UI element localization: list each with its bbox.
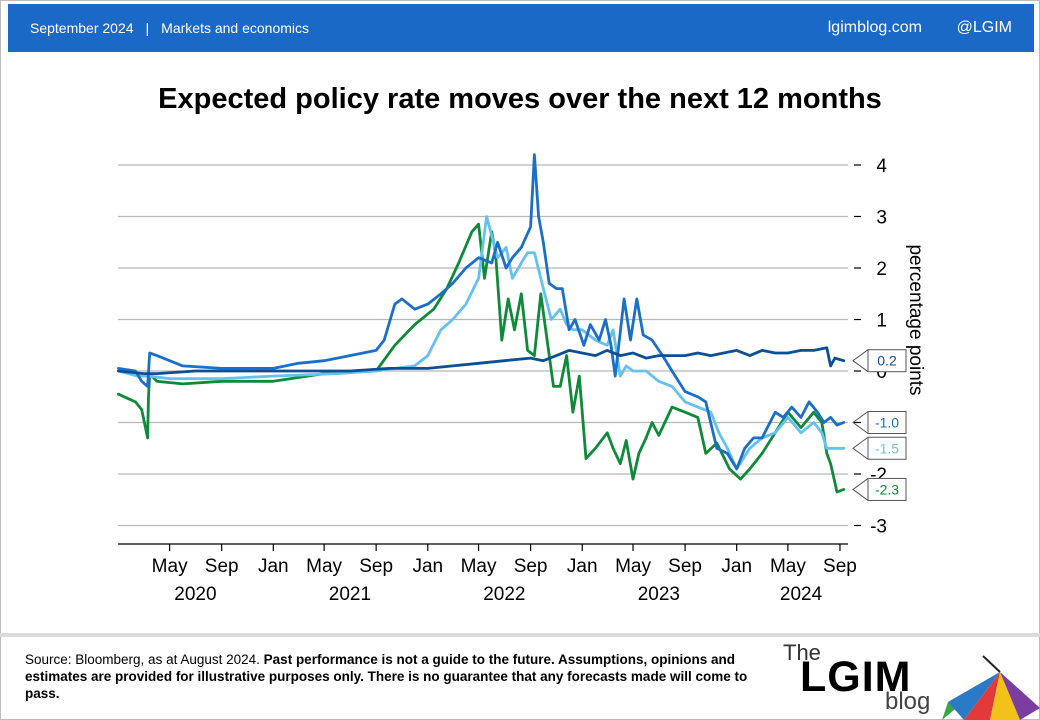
y-axis-title: percentage points: [905, 244, 926, 395]
chart: 43210-1-2-3MaySepJanMaySepJanMaySepJanMa…: [117, 153, 926, 605]
y-tick-label: 2: [876, 259, 887, 280]
banner-date: September 2024: [30, 20, 134, 36]
series-callout-box: [867, 436, 907, 460]
series-callout-box: [867, 411, 907, 434]
series-callout-pointer: [852, 436, 869, 460]
series-line: [117, 153, 846, 471]
logo-lgim: LGIM: [800, 653, 912, 701]
footer-source: Source: Bloomberg, as at August 2024.: [25, 652, 260, 667]
series-callout-pointer: [852, 411, 869, 434]
x-tick-label: Sep: [514, 556, 548, 577]
series-callout-box: [867, 477, 907, 501]
x-tick-label: May: [770, 556, 806, 577]
x-tick-label: May: [615, 556, 651, 577]
footer-disclaimer: Past performance is not a guide to the f…: [25, 652, 748, 701]
series-line: [117, 346, 846, 376]
banner-handle-link[interactable]: @LGIM: [956, 19, 1012, 36]
series-callout-box: [867, 349, 907, 373]
x-tick-label: May: [306, 556, 342, 577]
x-year-label: 2024: [780, 584, 823, 605]
x-year-label: 2022: [483, 584, 525, 605]
x-tick-label: Jan: [721, 556, 752, 577]
y-tick-label: 0: [876, 362, 887, 383]
y-tick-label: -3: [870, 517, 887, 538]
series-end-label: -1.0: [875, 415, 899, 431]
series-end-label: 0.2: [877, 353, 897, 369]
banner-site-link[interactable]: lgimblog.com: [827, 19, 922, 36]
series-callout-pointer: [852, 349, 869, 373]
x-tick-label: Sep: [359, 556, 393, 577]
x-year-label: 2023: [638, 584, 680, 605]
x-tick-label: Jan: [412, 556, 443, 577]
top-banner: September 2024 | Markets and economics lgi…: [8, 4, 1034, 52]
x-tick-label: Jan: [567, 556, 598, 577]
footer-note: Source: Bloomberg, as at August 2024. Pa…: [25, 651, 755, 702]
footer-divider: [0, 633, 1040, 637]
x-tick-label: Sep: [205, 556, 239, 577]
x-tick-label: May: [152, 556, 188, 577]
chart-title: Expected policy rate moves over the next…: [158, 83, 882, 115]
umbrella-logo-icon: [942, 655, 1040, 720]
series-callout-pointer: [852, 478, 869, 501]
banner-section: Markets and economics: [161, 20, 310, 36]
banner-left: September 2024 | Markets and economics: [30, 20, 309, 36]
y-tick-label: 3: [876, 208, 887, 229]
series-end-label: -2.3: [875, 481, 899, 497]
banner-separator: |: [145, 20, 150, 36]
x-year-label: 2020: [174, 584, 216, 605]
x-tick-label: Sep: [668, 556, 702, 577]
series-line: [117, 215, 846, 471]
x-tick-label: May: [461, 556, 497, 577]
series-end-label: -1.5: [875, 440, 899, 456]
y-tick-label: 4: [876, 156, 887, 177]
x-tick-label: Sep: [823, 556, 857, 577]
logo-blog: blog: [885, 688, 931, 715]
logo-the: The: [783, 640, 821, 665]
x-tick-label: Jan: [258, 556, 289, 577]
x-year-label: 2021: [329, 584, 371, 605]
y-tick-label: 1: [876, 311, 887, 332]
